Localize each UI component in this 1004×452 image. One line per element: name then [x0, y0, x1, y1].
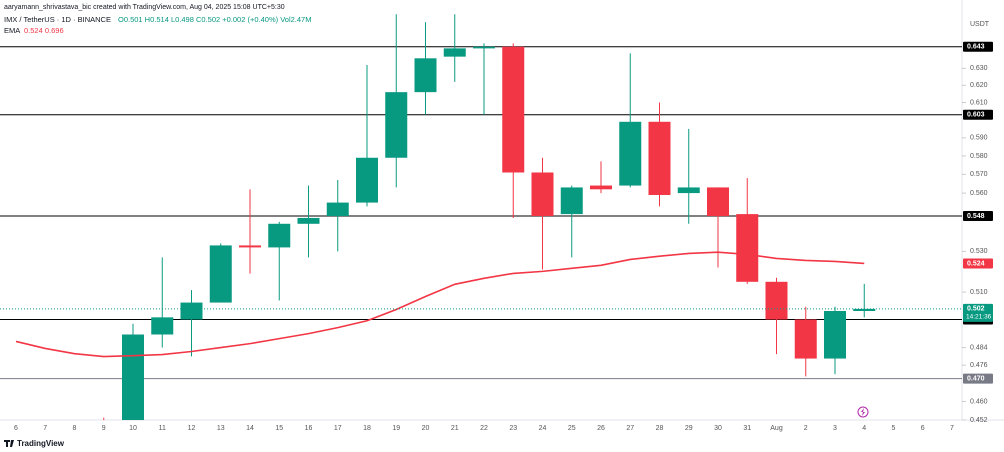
indicator-name: EMA — [4, 26, 20, 35]
x-tick-label: 14 — [246, 425, 254, 432]
candle-body — [677, 187, 700, 194]
y-tick-label: 0.476 — [970, 362, 988, 369]
indicator-values: 0.524 0.696 — [24, 26, 64, 35]
candle-body — [356, 157, 378, 203]
candle-body — [326, 202, 349, 217]
candle-body — [473, 46, 495, 49]
ema-tag: 0.524 — [967, 260, 985, 267]
level-tag: 0.548 — [967, 213, 985, 220]
x-tick-label: 7 — [43, 425, 47, 432]
y-tick-label: 0.460 — [970, 398, 988, 405]
candle-body — [707, 187, 729, 217]
x-tick-label: 30 — [714, 425, 722, 432]
x-tick-label: 4 — [862, 425, 866, 432]
x-tick-label: 13 — [217, 425, 225, 432]
candle-body — [151, 317, 174, 335]
alert-icon[interactable] — [857, 406, 869, 418]
y-tick-label: 0.510 — [970, 289, 988, 296]
y-tick-label: 0.560 — [970, 190, 988, 197]
level-tag-bg — [963, 211, 993, 222]
candle-body — [502, 46, 525, 173]
candle-body — [560, 187, 583, 215]
y-tick-label: 0.530 — [970, 248, 988, 255]
candle-body — [853, 308, 876, 311]
price-tag-bg — [963, 303, 993, 322]
axes: 0.452 0.460 0.476 0.484 0.510 0.530 0.560 0.570… — [14, 41, 993, 432]
candle-body — [648, 121, 671, 195]
y-tick-label: 0.570 — [970, 171, 988, 178]
candle-body — [385, 92, 408, 158]
x-tick-label: 29 — [685, 425, 693, 432]
x-tick-label: 25 — [568, 425, 576, 432]
level-tag: 0.643 — [967, 44, 985, 51]
x-tick-label: 16 — [305, 425, 313, 432]
currency: USDT — [970, 21, 990, 28]
y-tick-label: 0.484 — [970, 344, 988, 351]
quote: O0.501 H0.514 L0.498 C0.502 +0.002 (+0.4… — [118, 15, 311, 24]
y-tick-label: 0.580 — [970, 153, 988, 160]
x-tick-label: 23 — [509, 425, 517, 432]
x-tick-label: Aug — [770, 425, 783, 432]
x-tick-label: 6 — [14, 425, 18, 432]
x-tick-label: 7 — [950, 425, 954, 432]
x-tick-label: 11 — [159, 425, 166, 432]
candle-body — [297, 217, 320, 224]
candle-body — [531, 172, 554, 217]
candle-body — [765, 281, 788, 320]
x-tick-label: 5 — [892, 425, 896, 432]
brand-logo: TradingView — [4, 439, 65, 448]
candle-body — [590, 185, 612, 190]
y-tick-label: 0.630 — [970, 65, 988, 72]
y-tick-label: 0.590 — [970, 135, 988, 142]
x-tick-label: 28 — [656, 425, 664, 432]
x-tick-label: 8 — [73, 425, 77, 432]
x-tick-label: 20 — [422, 425, 430, 432]
candle-body — [180, 302, 203, 320]
x-tick-label: 26 — [597, 425, 605, 432]
watermark: aaryamann_shrivastava_bic created with T… — [4, 4, 285, 11]
y-tick-label: 0.610 — [970, 99, 988, 106]
brand: TradingView — [17, 439, 65, 448]
level-tag-bg — [963, 373, 993, 384]
x-tick-label: 2 — [804, 425, 808, 432]
candle-body — [443, 48, 466, 57]
y-tick-label: 0.620 — [970, 82, 988, 89]
x-tick-label: 6 — [921, 425, 925, 432]
level-tag-bg — [963, 41, 993, 52]
ema-tag-bg — [963, 258, 993, 269]
x-tick-label: 21 — [451, 425, 459, 432]
candle-body — [619, 121, 642, 186]
y-tick-label: 0.452 — [970, 417, 988, 424]
x-tick-label: 22 — [480, 425, 488, 432]
price-tag: 0.502 — [967, 306, 985, 313]
plot-area — [0, 14, 962, 420]
x-tick-label: 15 — [275, 425, 283, 432]
countdown: 14:21:36 — [966, 314, 992, 321]
x-tick-label: 18 — [363, 425, 371, 432]
level-tag: 0.470 — [967, 375, 985, 382]
candle-body — [209, 245, 232, 303]
symbol: IMX / TetherUS · 1D · BINANCE — [4, 15, 111, 24]
candle-body — [794, 319, 817, 359]
x-tick-label: 12 — [188, 425, 196, 432]
candle-body — [239, 245, 261, 248]
ema-line — [15, 251, 865, 358]
candle-body — [824, 310, 846, 359]
x-tick-label: 19 — [392, 425, 400, 432]
level-tag: 0.603 — [967, 112, 985, 119]
x-tick-label: 3 — [833, 425, 837, 432]
level-tag-bg — [963, 109, 993, 120]
x-tick-label: 17 — [334, 425, 342, 432]
x-tick-label: 10 — [129, 425, 137, 432]
candle-body — [414, 58, 437, 93]
x-tick-label: 27 — [626, 425, 634, 432]
x-tick-label: 24 — [539, 425, 547, 432]
candle-body — [268, 223, 291, 248]
x-tick-label: 9 — [102, 425, 106, 432]
x-tick-label: 31 — [743, 425, 751, 432]
candle-body — [736, 214, 759, 282]
